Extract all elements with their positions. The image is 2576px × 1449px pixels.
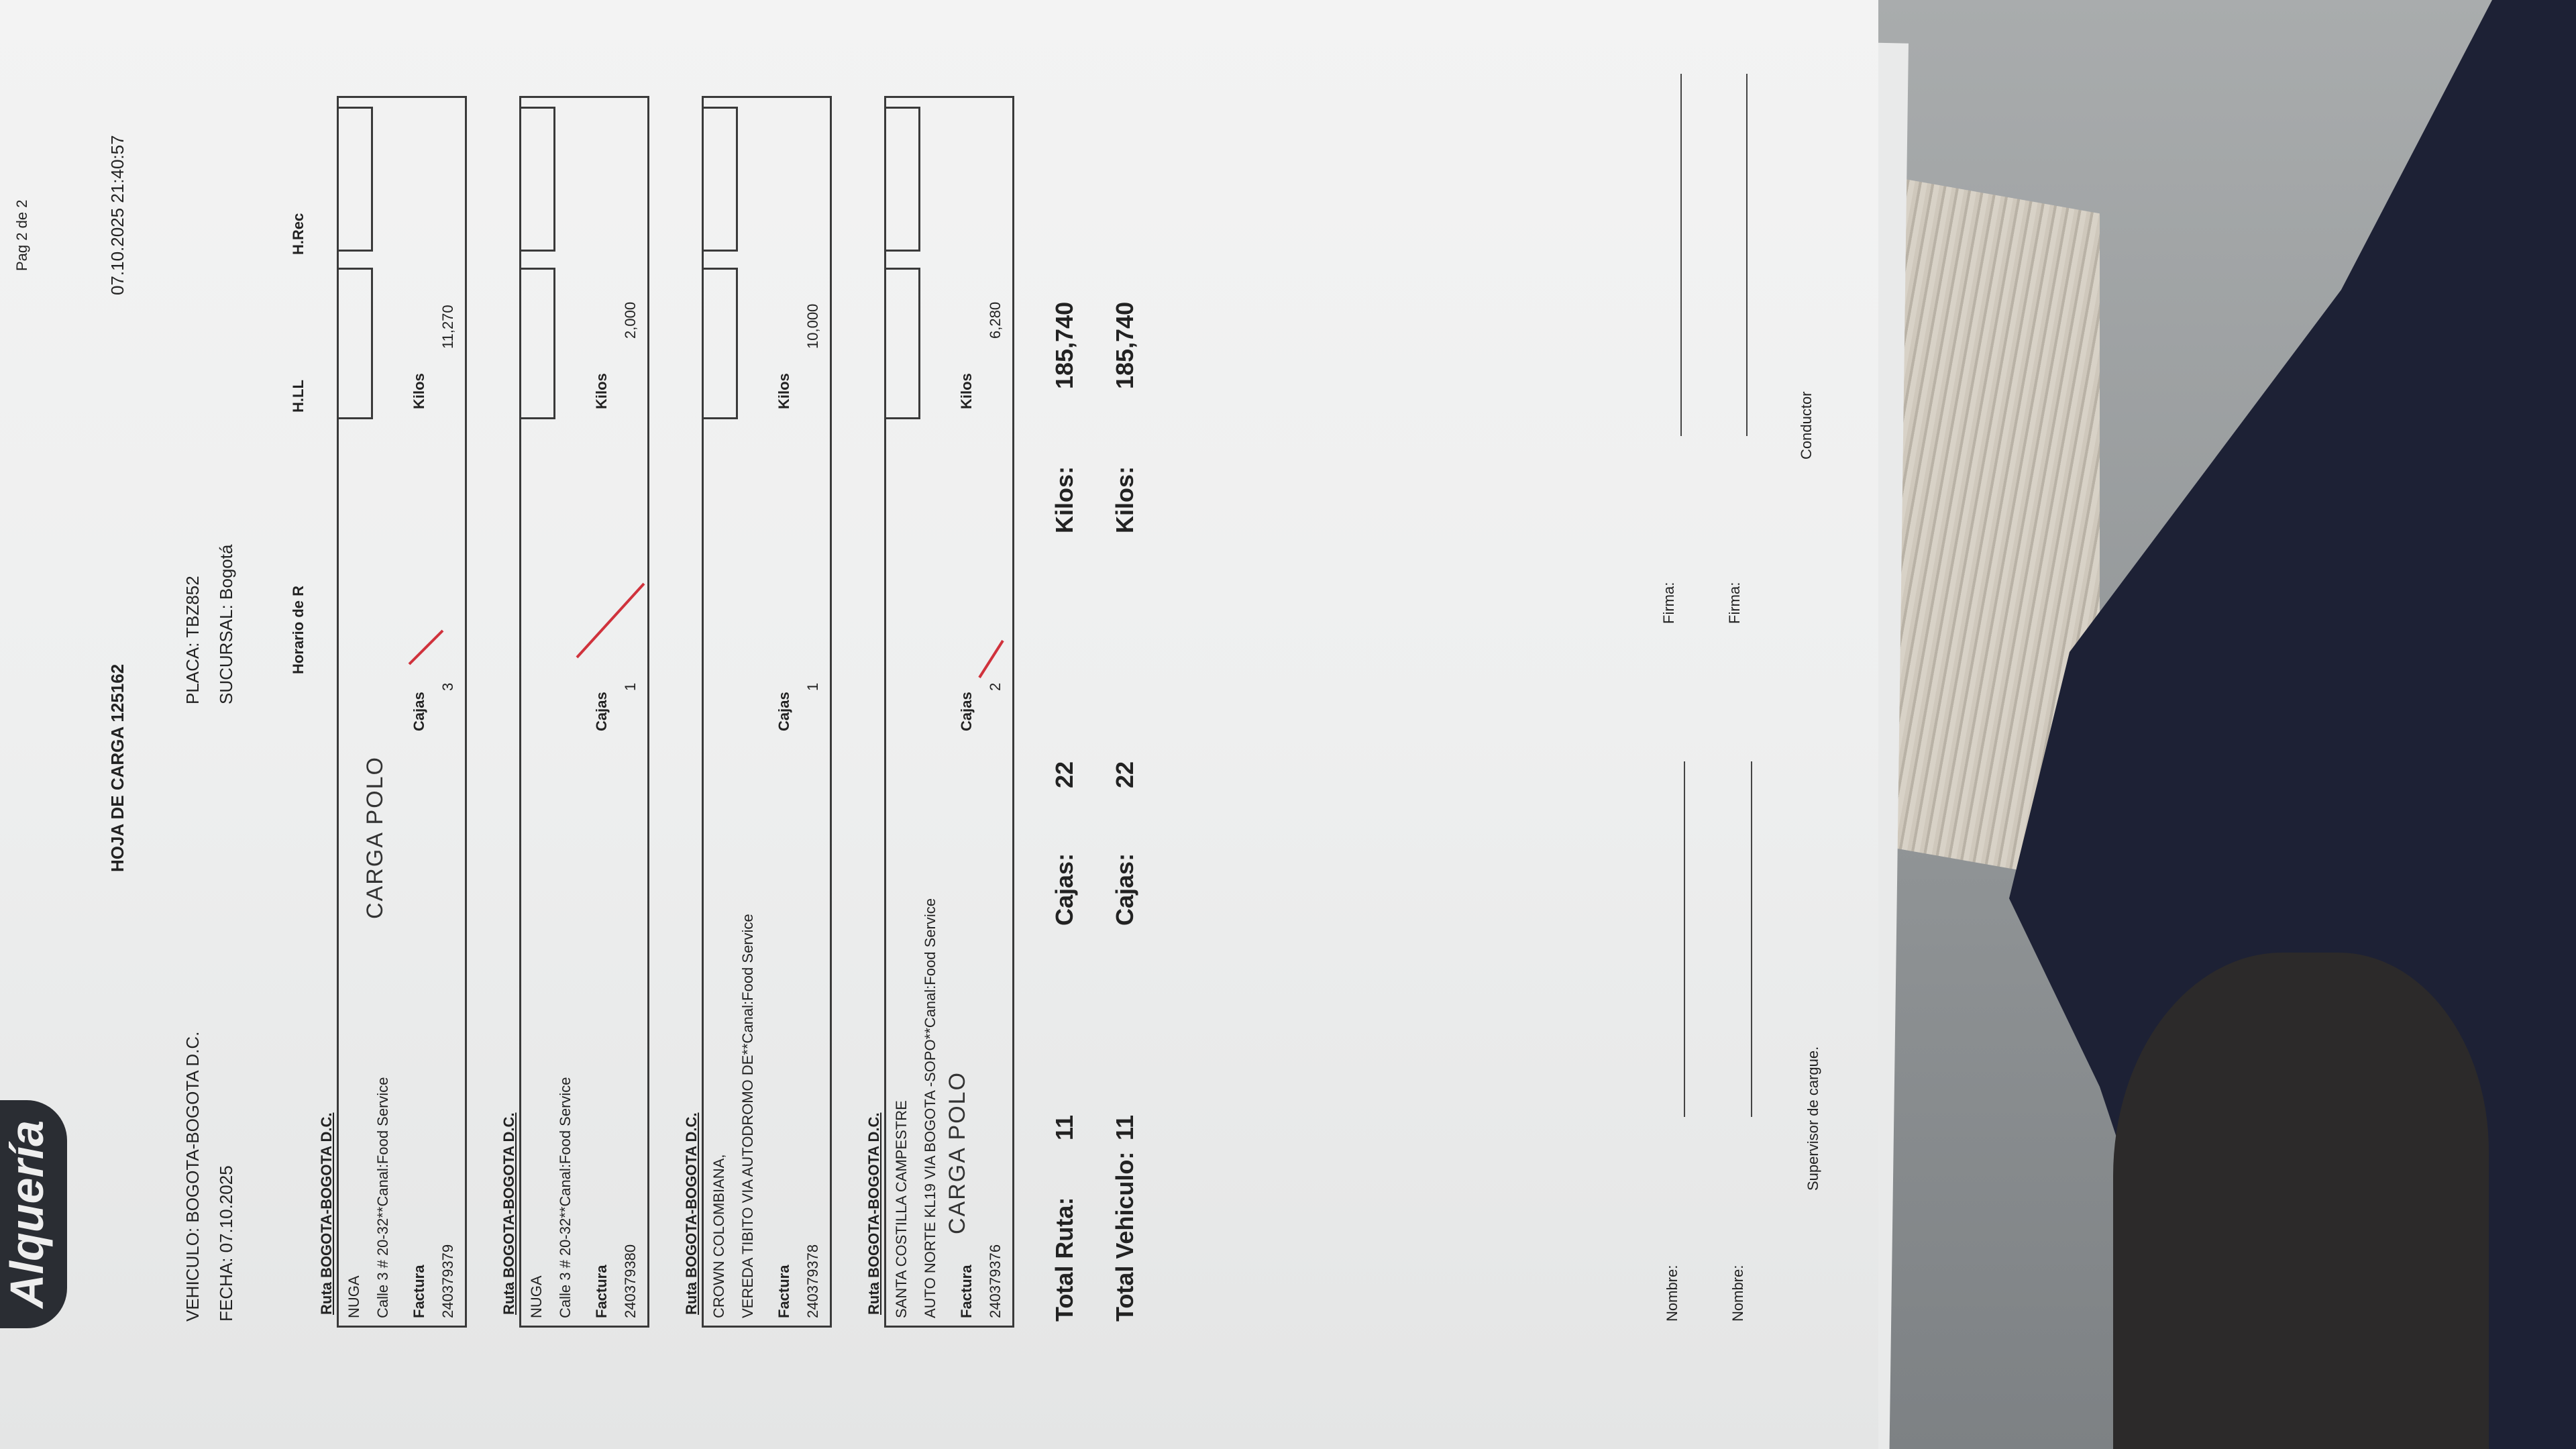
total-route-cajas-label: Cajas: (1051, 853, 1078, 926)
supervisor-name-line (1684, 761, 1685, 1117)
total-route-cajas: 22 (1051, 761, 1078, 788)
driver-name-line (1751, 761, 1752, 1117)
driver-signature-label: Firma: (1726, 582, 1743, 624)
total-vehicle-kilos-label: Kilos: (1111, 466, 1138, 533)
total-route-kilos-label: Kilos: (1051, 466, 1078, 533)
check-marks (408, 582, 1004, 679)
total-vehicle-cajas: 22 (1111, 761, 1138, 788)
driver-signature-line (1746, 74, 1748, 436)
check-mark (576, 582, 645, 659)
total-route-kilos: 185,740 (1051, 301, 1078, 389)
driver-caption: Conductor (1798, 391, 1815, 460)
total-vehicle-cajas-label: Cajas: (1111, 853, 1138, 926)
total-vehicle-label: Total Vehiculo: (1111, 1151, 1138, 1322)
driver-name-label: Nombre: (1729, 1265, 1746, 1322)
supervisor-signature-line (1680, 74, 1682, 436)
load-sheet-document: Alquería Pag 2 de 2 HOJA DE CARGA 125162… (0, 0, 1878, 1449)
supervisor-signature-label: Firma: (1660, 582, 1677, 624)
check-mark (978, 639, 1004, 679)
total-vehicle-count: 11 (1111, 1114, 1138, 1140)
total-vehicle-kilos: 185,740 (1111, 301, 1138, 389)
check-mark (408, 629, 444, 665)
supervisor-caption: Supervisor de cargue. (1805, 1046, 1821, 1191)
total-route-count: 11 (1051, 1114, 1078, 1140)
supervisor-name-label: Nombre: (1664, 1265, 1680, 1322)
shoe (2113, 953, 2489, 1449)
total-route-label: Total Ruta: (1051, 1197, 1078, 1322)
